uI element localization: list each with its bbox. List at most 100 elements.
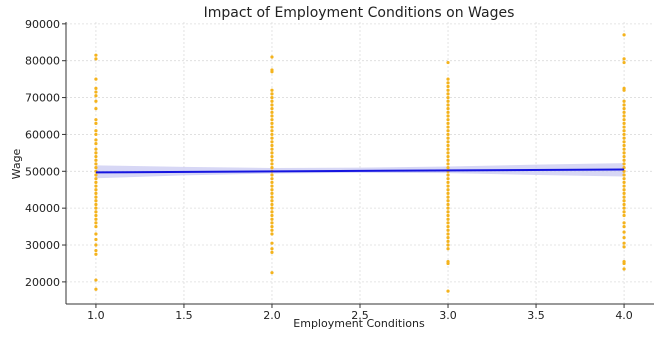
data-point [446,213,450,218]
y-tick-label: 40000 [25,202,60,215]
data-point [270,114,274,118]
x-tick-label: 1.0 [87,309,105,322]
data-point [446,180,450,184]
data-point [622,188,626,192]
data-point [446,154,450,159]
data-point [94,107,98,111]
data-point [94,184,98,188]
data-point [446,202,450,207]
data-point [270,154,274,159]
data-point [622,261,626,266]
data-point [446,121,450,125]
data-point [446,228,450,232]
data-point [622,136,626,140]
data-point [622,202,626,207]
data-point [622,60,626,65]
data-point [94,138,98,142]
data-point [622,230,626,234]
data-point [622,140,626,144]
data-point [94,202,98,207]
data-point [446,177,450,181]
data-point [446,199,450,203]
data-point [270,132,274,137]
data-point [270,217,274,221]
data-point [94,147,98,151]
data-point [94,162,98,166]
data-point [622,57,626,61]
data-point [94,248,98,253]
data-point [270,221,274,225]
data-point [270,99,274,103]
grid [66,22,654,304]
data-point [270,55,274,59]
data-point [94,180,98,184]
data-point [622,195,626,199]
data-point [446,110,450,114]
data-point [622,33,626,37]
x-tick-label: 1.5 [175,309,193,322]
data-point [446,289,450,293]
data-point [446,60,450,65]
data-point [446,77,450,81]
data-point [622,103,626,107]
data-point [446,103,450,107]
data-point [446,158,450,162]
data-point [446,129,450,133]
data-point [446,261,450,266]
data-point [446,166,450,170]
data-point [446,162,450,166]
data-point [270,136,274,140]
tick-labels: 1.0 1.5 2.0 2.5 3.0 3.5 4.0 20000 30000 40000 5000… [25,18,633,322]
data-point [622,143,626,148]
data-point [94,177,98,181]
data-point [270,188,274,192]
data-point [622,107,626,111]
data-point [94,173,98,177]
data-point [94,90,98,94]
points-layer [94,33,626,293]
data-point [94,132,98,137]
data-point [446,81,450,85]
data-point [270,180,274,184]
data-point [270,228,274,232]
data-point [270,125,274,129]
data-point [446,151,450,155]
y-tick-label: 80000 [25,55,60,68]
data-point [94,121,98,125]
data-point [94,210,98,214]
data-point [270,202,274,207]
data-point [270,70,274,74]
data-point [622,88,626,92]
data-point [270,210,274,214]
data-point [446,239,450,243]
x-axis-label: Employment Conditions [293,317,425,330]
data-point [94,86,98,90]
data-point [622,199,626,203]
data-point [622,114,626,118]
data-point [622,162,626,166]
data-point [270,92,274,96]
data-point [446,140,450,144]
data-point [94,199,98,203]
data-point [622,99,626,103]
data-point [622,180,626,184]
data-point [94,287,98,291]
data-point [622,110,626,114]
data-point [270,206,274,210]
data-point [622,184,626,188]
data-point [446,206,450,210]
data-point [446,136,450,140]
data-point [270,103,274,107]
data-point [94,188,98,192]
data-point [622,154,626,159]
y-tick-label: 50000 [25,165,60,178]
data-point [94,217,98,221]
data-point [270,232,274,236]
data-point [446,125,450,129]
data-point [446,184,450,188]
data-point [94,151,98,155]
data-point [94,221,98,225]
data-point [94,232,98,236]
